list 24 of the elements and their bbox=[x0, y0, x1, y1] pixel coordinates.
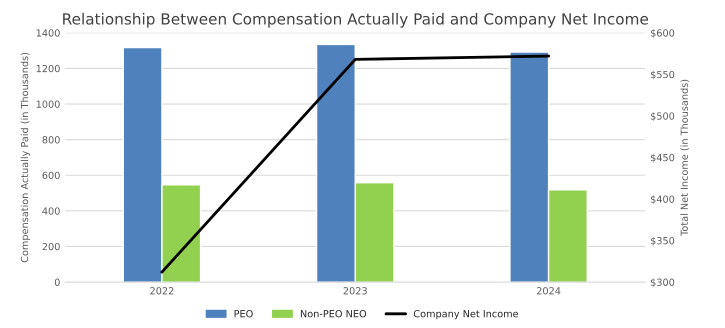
legend-label: Non-PEO NEO bbox=[300, 310, 366, 318]
legend-label: Company Net Income bbox=[414, 310, 518, 320]
y-tick-label: 600 bbox=[42, 172, 60, 180]
y2-tick-label: $450 bbox=[650, 154, 674, 163]
y2-tick-label: $400 bbox=[650, 195, 674, 204]
y2-tick-label: $300 bbox=[650, 278, 674, 288]
x-tick-label: 2024 bbox=[536, 287, 560, 294]
y-tick-label: 200 bbox=[42, 242, 60, 250]
y-tick-label: 400 bbox=[42, 207, 60, 215]
y-tick-label: 1200 bbox=[36, 64, 60, 72]
y-tick-label: 1000 bbox=[36, 100, 60, 108]
y-tick-label: 0 bbox=[54, 278, 60, 286]
y2-axis-title: Total Net Income (in Thousands) bbox=[680, 80, 690, 236]
y2-tick-label: $500 bbox=[650, 112, 674, 122]
y-tick-label: 1400 bbox=[36, 29, 60, 37]
y-tick-label: 800 bbox=[42, 136, 60, 144]
y-axis-title: Compensation Actually Paid (in Thousands) bbox=[20, 52, 30, 262]
y2-tick-label: $550 bbox=[650, 70, 674, 80]
y2-tick-label: $350 bbox=[650, 236, 674, 246]
chart-title: Relationship Between Compensation Actually Paid and Company Net Income bbox=[63, 12, 648, 28]
x-tick-label: 2023 bbox=[344, 287, 367, 294]
y2-tick-label: $600 bbox=[650, 29, 674, 38]
x-tick-label: 2022 bbox=[150, 287, 174, 294]
legend-label: PEO bbox=[234, 310, 253, 318]
